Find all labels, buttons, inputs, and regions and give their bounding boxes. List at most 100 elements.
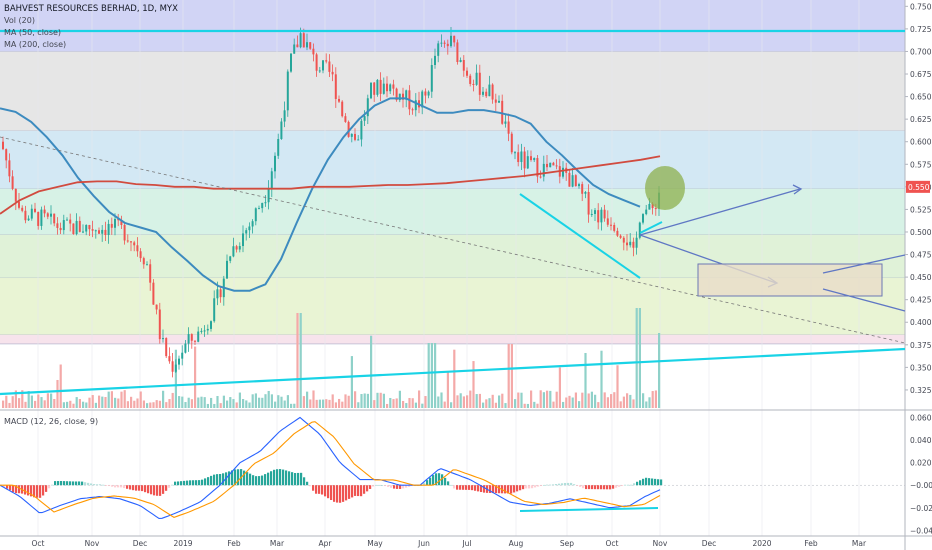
candle — [91, 220, 94, 238]
volume-bar — [606, 397, 609, 408]
volume-bar — [30, 395, 33, 408]
price-tick-label-0: 0.750 — [910, 2, 932, 11]
macd-hist-bar — [63, 481, 66, 486]
candle — [475, 64, 478, 86]
macd-hist-bar — [483, 485, 486, 493]
fib-zones — [0, 0, 905, 345]
volume-bar — [101, 396, 104, 408]
macd-hist-bar — [378, 484, 381, 486]
macd-hist-bar — [288, 471, 291, 486]
macd-hist-bar — [96, 484, 99, 486]
candle-body — [462, 59, 465, 71]
candle-body — [162, 338, 164, 340]
macd-hist-bar — [315, 485, 318, 494]
volume-bar — [139, 391, 142, 408]
candle — [523, 146, 526, 178]
volume-bar — [232, 399, 235, 408]
candle — [334, 67, 337, 108]
volume-bar — [648, 397, 651, 408]
macd-hist-bar — [522, 485, 525, 490]
candle — [194, 340, 196, 345]
macd-hist-bar — [381, 485, 384, 487]
macd-hist-bar — [201, 479, 204, 486]
candle — [434, 48, 436, 69]
volume-bar — [421, 403, 424, 408]
macd-hist-bar — [72, 481, 75, 486]
dashed-trendline — [0, 136, 906, 344]
price-tick-label-7: 0.575 — [910, 160, 932, 169]
up-arrow-head — [792, 184, 803, 195]
candle — [360, 119, 363, 147]
candle-body — [344, 116, 347, 122]
candle-body — [232, 246, 235, 257]
candle-body — [328, 61, 331, 72]
volume-bar — [331, 394, 334, 408]
macd-hist-bar — [339, 485, 342, 503]
candle — [56, 217, 59, 235]
candle — [600, 207, 603, 231]
volume-bar — [619, 401, 622, 408]
candle — [235, 244, 238, 253]
candle-body — [110, 223, 113, 228]
candle — [293, 38, 296, 54]
volume-bar — [277, 395, 280, 408]
target-box — [697, 263, 883, 297]
candle-body — [421, 91, 424, 108]
candle — [24, 205, 27, 224]
candle-body — [5, 149, 8, 161]
volume-bar — [43, 400, 46, 408]
macd-hist-bar — [657, 479, 660, 486]
candle-body — [283, 110, 286, 122]
macd-hist-bar — [345, 485, 348, 501]
macd-hist-bar — [429, 477, 432, 486]
candle — [50, 205, 52, 225]
candle-body — [626, 242, 628, 246]
macd-hist-bar — [45, 485, 48, 492]
macd-hist-bar — [492, 485, 495, 494]
volume-bar — [267, 390, 270, 408]
candle-body — [507, 121, 510, 134]
candle-body — [395, 88, 398, 101]
candle-body — [562, 167, 564, 177]
candle-body — [466, 70, 468, 76]
volume-bar — [136, 398, 139, 408]
volume-bar — [600, 350, 603, 408]
candle — [478, 64, 481, 101]
macd-hist-bar — [9, 485, 12, 491]
macd-hist-bar — [129, 485, 132, 490]
candle — [190, 333, 193, 349]
macd-hist-bar — [15, 485, 18, 494]
candle-body — [296, 44, 299, 48]
macd-hist-bar — [327, 485, 330, 499]
macd-hist-bar — [489, 485, 492, 493]
volume-bar — [174, 349, 177, 408]
candle — [184, 340, 187, 354]
volume-bar — [376, 392, 379, 408]
price-tick-label-9: 0.525 — [910, 205, 932, 214]
macd-hist-bar — [150, 485, 153, 495]
volume-bar — [306, 391, 309, 408]
candle-body — [152, 282, 155, 305]
macd-hist-bar — [12, 485, 15, 492]
macd-hist-bar — [432, 475, 435, 486]
macd-hist-bar — [84, 482, 87, 486]
macd-hist-bar — [111, 485, 114, 487]
candle — [514, 150, 516, 160]
candle-body — [312, 48, 315, 55]
volume-bar — [603, 392, 606, 408]
support-trendline — [0, 347, 906, 396]
macd-hist-bar — [267, 472, 270, 486]
candle — [632, 237, 635, 257]
candle-body — [443, 42, 446, 44]
volume-bar — [654, 390, 657, 408]
candle — [152, 279, 155, 305]
candle — [629, 233, 632, 248]
candle-body — [14, 188, 17, 202]
volume-bar — [536, 403, 539, 408]
candle — [411, 107, 414, 115]
candle — [530, 150, 532, 162]
macd-hist-bar — [456, 485, 459, 490]
volume-bar — [498, 395, 501, 408]
macd-trendline — [519, 507, 659, 512]
macd-hist-bar — [576, 485, 579, 487]
